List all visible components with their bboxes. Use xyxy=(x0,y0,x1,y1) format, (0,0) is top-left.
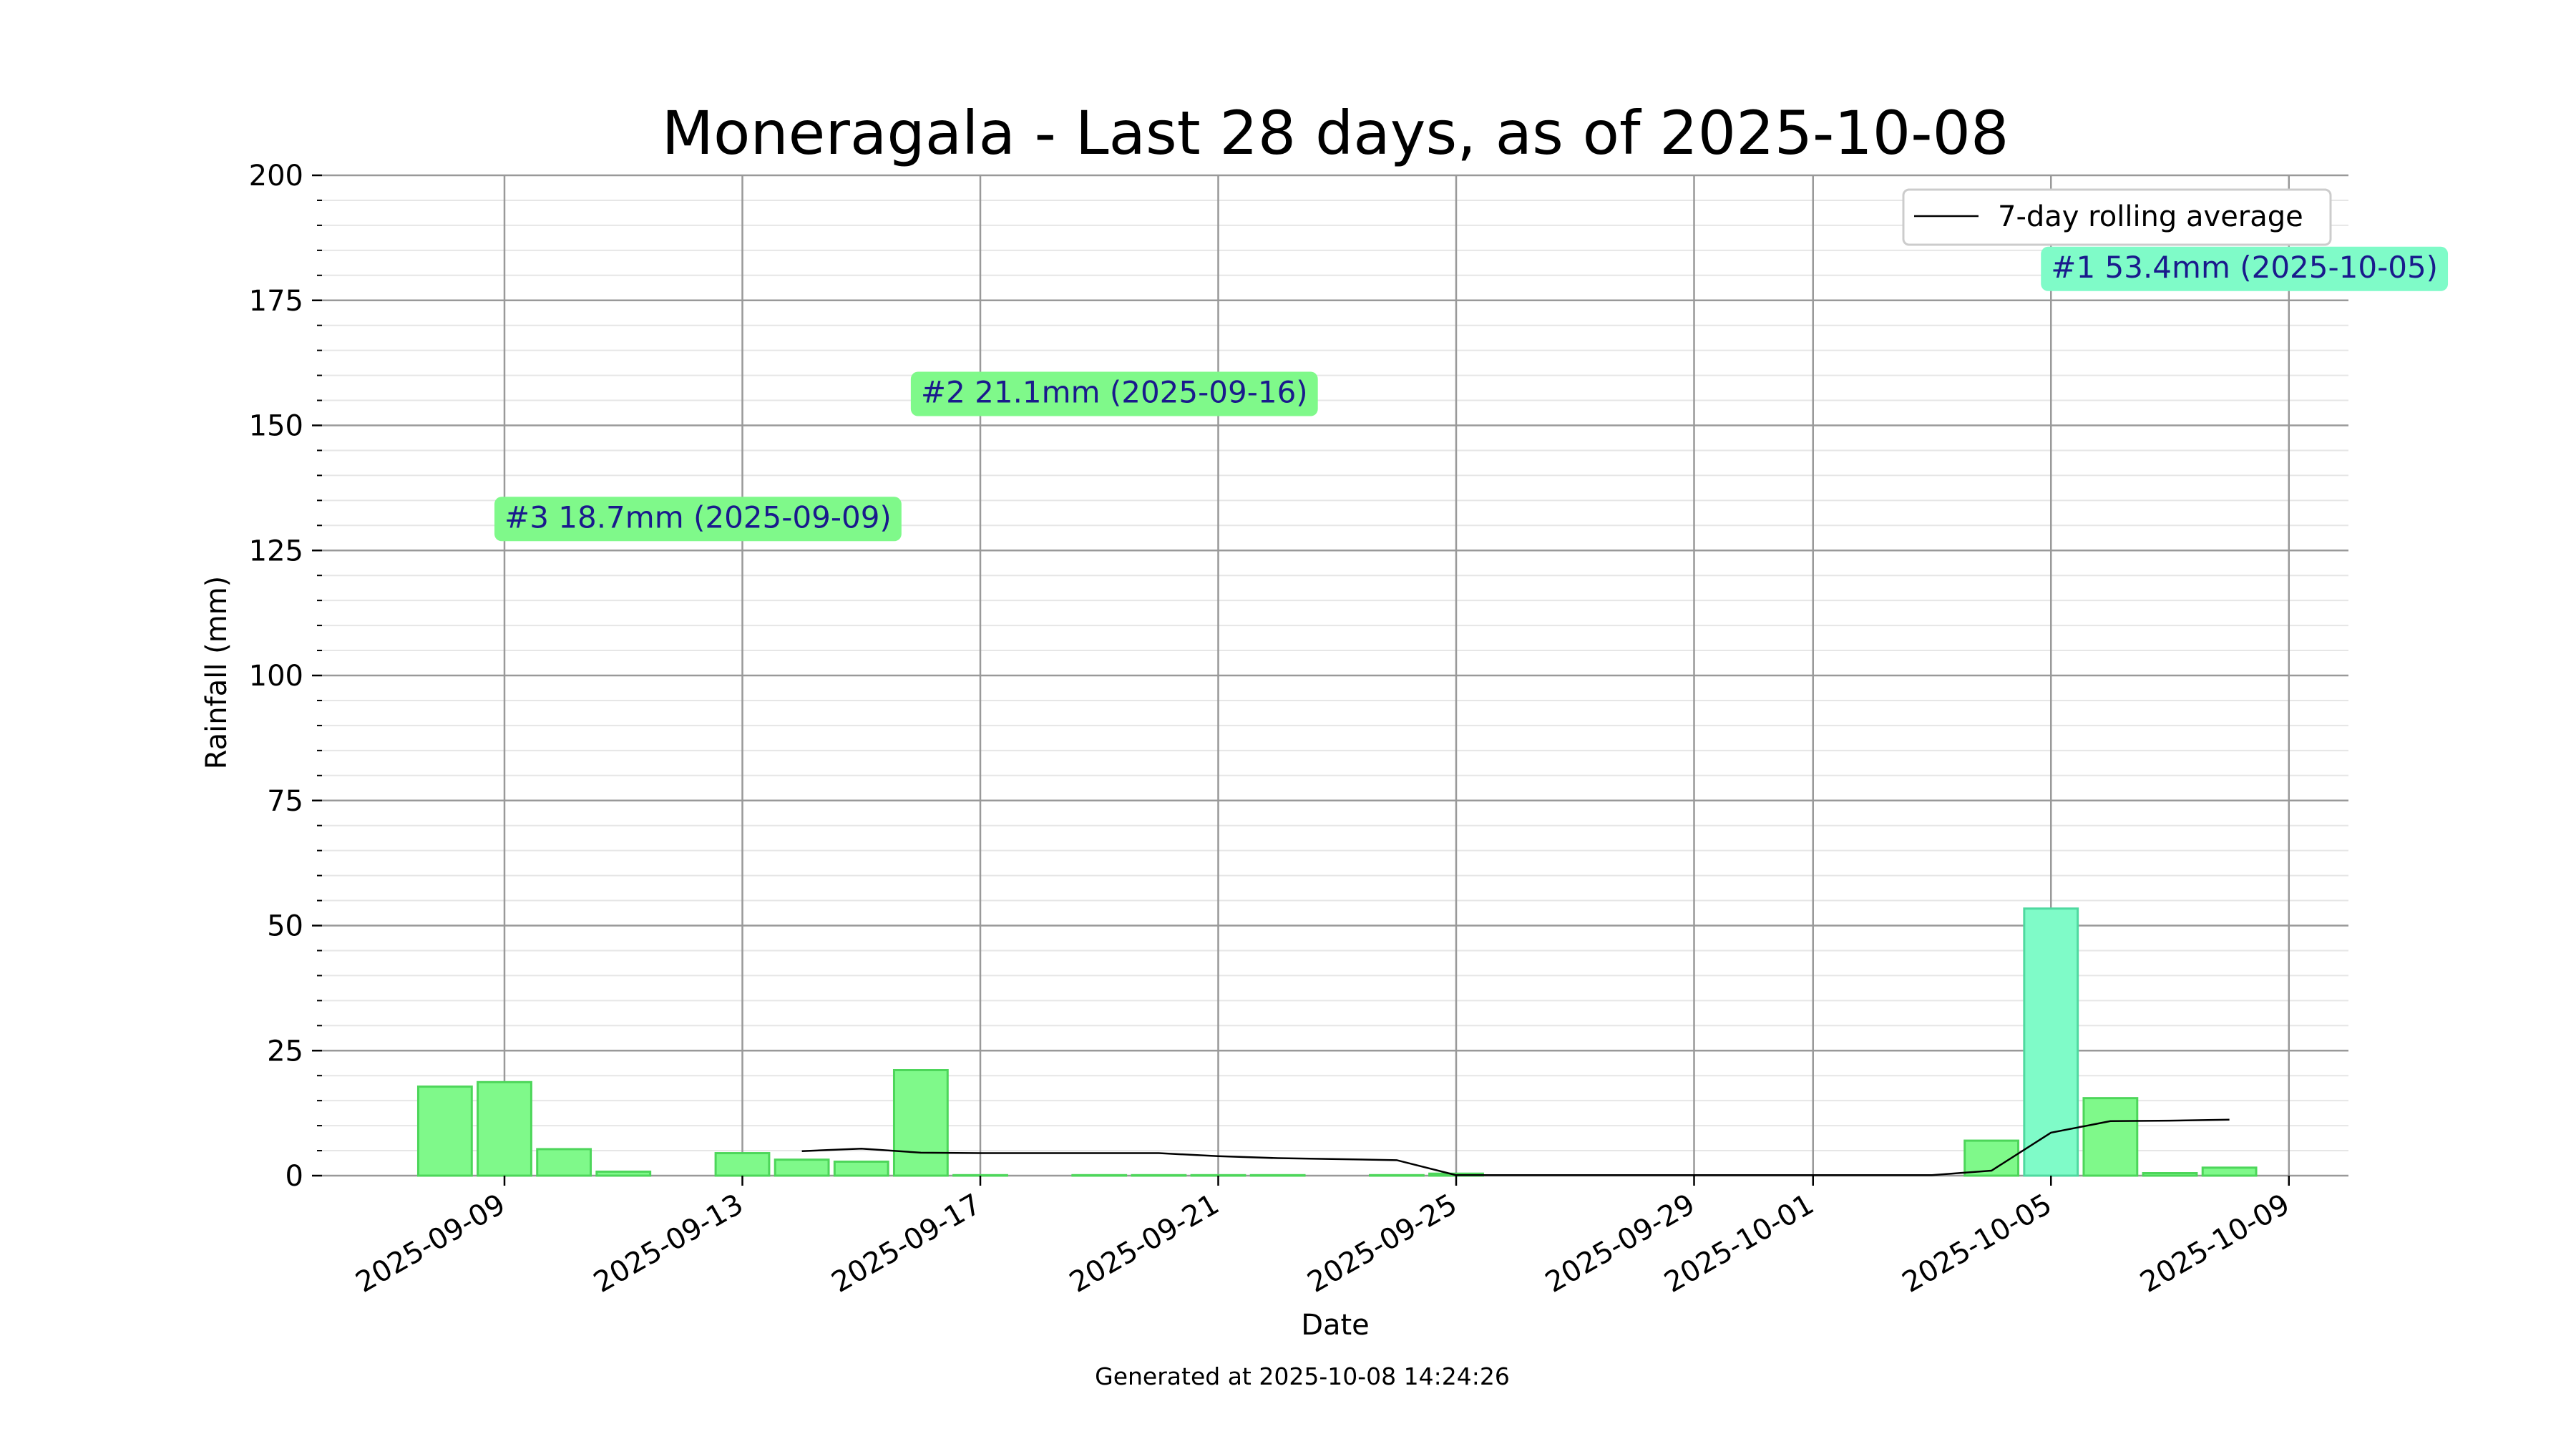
rolling-average-polyline xyxy=(801,1118,2230,1176)
rainfall-bar xyxy=(1071,1174,1128,1177)
y-tick-label: 150 xyxy=(249,410,303,443)
annotation: #2 21.1mm (2025-09-16) xyxy=(910,371,1318,416)
rainfall-bar xyxy=(2082,1097,2139,1177)
x-tick-label: 2025-09-09 xyxy=(351,1188,511,1299)
chart-title: Moneragala - Last 28 days, as of 2025-10… xyxy=(662,98,2009,168)
y-tick-label: 175 xyxy=(249,285,303,318)
x-tick-label: 2025-09-13 xyxy=(588,1188,748,1299)
rainfall-bar xyxy=(477,1080,532,1177)
rolling-average-line xyxy=(801,1118,2230,1176)
x-tick-label: 2025-09-25 xyxy=(1302,1188,1463,1299)
x-tick-label: 2025-10-09 xyxy=(2135,1188,2295,1299)
annotation-text: #2 21.1mm (2025-09-16) xyxy=(921,375,1308,410)
legend: 7-day rolling average xyxy=(1902,188,2332,246)
x-tick-label: 2025-10-05 xyxy=(1897,1188,2057,1299)
rainfall-bar xyxy=(1190,1174,1246,1177)
annotation-box xyxy=(494,497,902,542)
y-tick-label: 0 xyxy=(286,1160,303,1193)
rainfall-bar xyxy=(952,1174,1008,1177)
y-tick-label: 125 xyxy=(249,535,303,567)
major-grid xyxy=(322,174,2348,1177)
rainfall-bar xyxy=(1368,1174,1425,1177)
rainfall-bars xyxy=(416,907,2258,1177)
legend-label: 7-day rolling average xyxy=(1998,200,2303,233)
y-tick-label: 100 xyxy=(249,660,303,693)
rainfall-bar xyxy=(714,1152,771,1177)
annotation-box xyxy=(910,371,1318,416)
annotations: #1 53.4mm (2025-10-05) #2 21.1mm (2025-09… xyxy=(494,246,2449,542)
y-tick-label: 200 xyxy=(249,160,303,192)
rainfall-bar xyxy=(416,1085,473,1177)
rainfall-bar xyxy=(774,1158,830,1177)
axes xyxy=(312,174,2290,1186)
rainfall-bar xyxy=(892,1069,949,1177)
annotation: #1 53.4mm (2025-10-05) xyxy=(2041,246,2449,291)
rainfall-bar xyxy=(1131,1174,1187,1177)
y-tick-label: 25 xyxy=(267,1035,303,1068)
y-tick-label: 75 xyxy=(267,785,303,818)
legend-box xyxy=(1902,188,2332,246)
rainfall-bar xyxy=(595,1170,652,1177)
rainfall-bar xyxy=(2023,907,2079,1177)
x-tick-label: 2025-09-21 xyxy=(1064,1188,1224,1299)
rainfall-bar xyxy=(1249,1174,1306,1177)
rainfall-bar xyxy=(536,1148,592,1177)
rainfall-bar xyxy=(2142,1172,2198,1177)
rainfall-bar xyxy=(833,1160,889,1177)
x-tick-label: 2025-09-17 xyxy=(826,1188,987,1299)
annotation-text: #1 53.4mm (2025-10-05) xyxy=(2051,250,2438,285)
footer-generated-at: Generated at 2025-10-08 14:24:26 xyxy=(1095,1362,1510,1390)
annotation: #3 18.7mm (2025-09-09) xyxy=(494,497,902,542)
x-tick-labels: 2025-09-09 2025-09-13 2025-09-17 2025-09-21… xyxy=(351,1188,2296,1299)
annotation-text: #3 18.7mm (2025-09-09) xyxy=(504,499,892,535)
minor-grid xyxy=(322,199,2348,1152)
y-tick-label: 50 xyxy=(267,910,303,943)
annotation-box xyxy=(2041,246,2449,291)
y-axis-label: Rainfall (mm) xyxy=(200,576,233,770)
y-tick-labels: 0 25 50 75 100 125 150 175 200 xyxy=(249,160,303,1193)
rainfall-bar xyxy=(2201,1166,2258,1177)
x-axis-label: Date xyxy=(1301,1309,1370,1342)
